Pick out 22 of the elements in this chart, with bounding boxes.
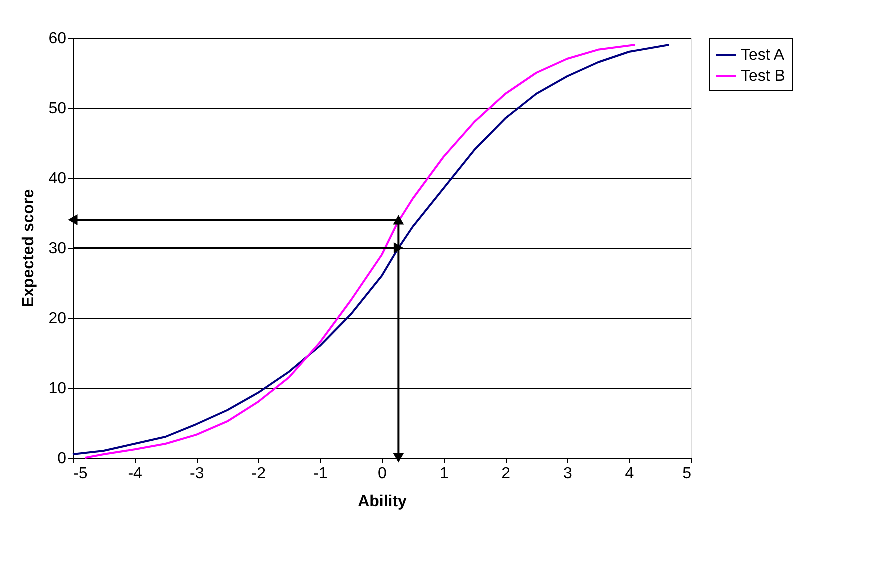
y-tick-label: 30 [48, 240, 67, 258]
x-tick-label: 5 [682, 466, 692, 482]
x-axis-title: Ability [358, 494, 408, 510]
x-tick-label: -4 [128, 466, 143, 482]
legend-label: Test A [741, 47, 785, 64]
y-tick-label: 10 [48, 380, 67, 398]
x-tick-label: -1 [314, 466, 328, 482]
y-axis-title: Expected score [20, 189, 38, 308]
legend-label: Test B [741, 68, 786, 85]
x-tick-label: 0 [378, 466, 388, 482]
x-tick-label: -5 [74, 466, 88, 482]
x-tick-label: 3 [563, 466, 572, 482]
y-tick-label: 60 [48, 30, 67, 48]
x-tick-label: 1 [440, 466, 449, 482]
y-tick-label: 50 [48, 100, 67, 118]
y-tick-label: 0 [58, 450, 67, 468]
x-tick-label: -2 [252, 466, 266, 482]
y-tick-label: 40 [48, 170, 67, 188]
x-tick-label: -3 [190, 466, 204, 482]
x-tick-label: 4 [625, 466, 634, 482]
x-tick-label: 2 [502, 466, 511, 482]
y-tick-label: 20 [48, 310, 67, 328]
